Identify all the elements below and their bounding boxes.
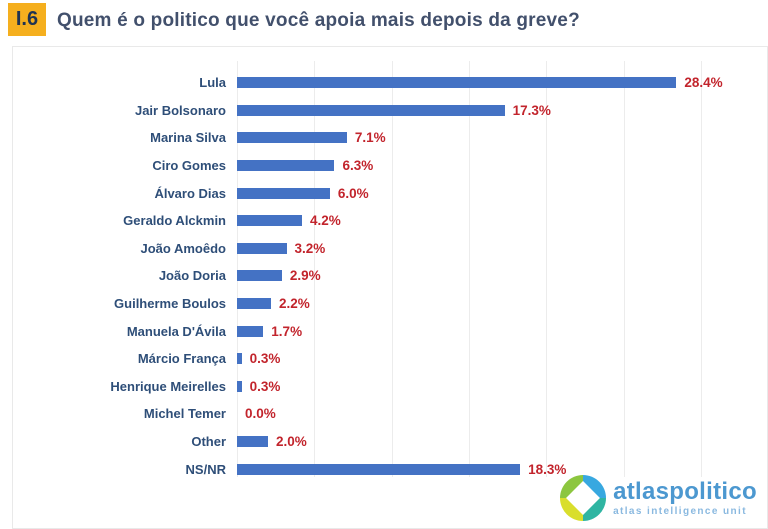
value-label: 2.9% — [289, 268, 321, 284]
bar-row: Ciro Gomes 6.3% — [13, 152, 767, 180]
bar-rows: Lula 28.4% Jair Bolsonaro 17.3% Marina Silva… — [13, 69, 767, 483]
bar-row: Márcio França 0.3% — [13, 345, 767, 373]
gridline-0pct — [237, 61, 238, 477]
category-label: Michel Temer — [143, 406, 226, 422]
bar — [237, 353, 242, 365]
category-label: Ciro Gomes — [152, 158, 226, 174]
bar-row: João Doria 2.9% — [13, 262, 767, 290]
bar — [237, 380, 242, 392]
bar-row: Jair Bolsonaro 17.3% — [13, 97, 767, 125]
category-label: Álvaro Dias — [154, 185, 226, 201]
value-label: 17.3% — [512, 102, 551, 118]
gridline-30pct — [701, 61, 703, 477]
category-label: Manuela D'Ávila — [126, 323, 226, 339]
gridline-20pct — [546, 61, 548, 477]
bar-row: Michel Temer 0.0% — [13, 400, 767, 428]
category-label: Geraldo Alckmin — [123, 213, 226, 229]
bar — [237, 160, 335, 172]
atlas-politico-logo-icon — [560, 475, 607, 521]
value-label: 6.0% — [337, 185, 369, 201]
section-badge: I.6 — [8, 3, 46, 36]
bar-row: Álvaro Dias 6.0% — [13, 179, 767, 207]
bar-row: Manuela D'Ávila 1.7% — [13, 317, 767, 345]
value-label: 0.3% — [249, 351, 281, 367]
gridline-10pct — [391, 61, 393, 477]
category-label: Marina Silva — [150, 130, 226, 146]
category-label: Henrique Meirelles — [110, 378, 226, 394]
bar — [237, 104, 505, 116]
bar-row: Lula 28.4% — [13, 69, 767, 97]
logo-tagline: atlas intelligence unit — [613, 505, 747, 517]
value-label: 28.4% — [684, 75, 723, 91]
chart-gridlines — [13, 47, 767, 528]
bar-row: João Amoêdo 3.2% — [13, 235, 767, 263]
bar — [237, 463, 521, 475]
value-label: 6.3% — [342, 158, 374, 174]
bar — [237, 132, 347, 144]
bar — [237, 325, 264, 337]
category-label: João Doria — [158, 268, 226, 284]
value-label: 3.2% — [294, 240, 326, 256]
bar — [237, 187, 330, 199]
value-label: 2.2% — [279, 296, 310, 312]
bar-row: Marina Silva 7.1% — [13, 124, 767, 152]
bar — [237, 215, 302, 227]
bar-row: Henrique Meirelles 0.3% — [13, 373, 767, 401]
value-label: 1.7% — [271, 323, 303, 339]
bar-row: NS/NR 18.3% — [13, 455, 767, 483]
value-label: 7.1% — [354, 130, 386, 146]
value-label: 18.3% — [528, 461, 567, 477]
chart-title: Quem é o politico que você apoia mais de… — [57, 10, 580, 31]
bar-row: Geraldo Alckmin 4.2% — [13, 207, 767, 235]
category-label: Márcio França — [137, 351, 226, 367]
chart-panel: Lula 28.4% Jair Bolsonaro 17.3% Marina Silva… — [12, 46, 768, 529]
bar — [237, 77, 677, 89]
bar — [237, 270, 282, 282]
value-label: 0.3% — [249, 378, 281, 394]
category-label: Other — [191, 434, 226, 450]
bar — [237, 242, 287, 254]
category-label: Lula — [199, 75, 226, 91]
category-label: NS/NR — [185, 461, 226, 477]
logo-diamond-shape — [566, 481, 601, 515]
category-label: Jair Bolsonaro — [134, 102, 226, 118]
gridline-25pct — [623, 61, 625, 477]
bar — [237, 436, 268, 448]
category-label: Guilherme Boulos — [114, 296, 226, 312]
gridline-5pct — [314, 61, 316, 477]
bar — [237, 298, 272, 310]
gridline-15pct — [469, 61, 471, 477]
logo-name: atlaspolitico — [613, 477, 757, 505]
bar-row: Other 2.0% — [13, 428, 767, 456]
bar-row: Guilherme Boulos 2.2% — [13, 290, 767, 318]
category-label: João Amoêdo — [140, 240, 226, 256]
logo-texts: atlaspolitico atlas intelligence unit — [613, 477, 757, 517]
atlas-politico-logo: atlaspolitico atlas intelligence unit — [560, 475, 757, 521]
value-label: 0.0% — [245, 406, 276, 422]
value-label: 4.2% — [309, 213, 341, 229]
value-label: 2.0% — [275, 434, 307, 450]
